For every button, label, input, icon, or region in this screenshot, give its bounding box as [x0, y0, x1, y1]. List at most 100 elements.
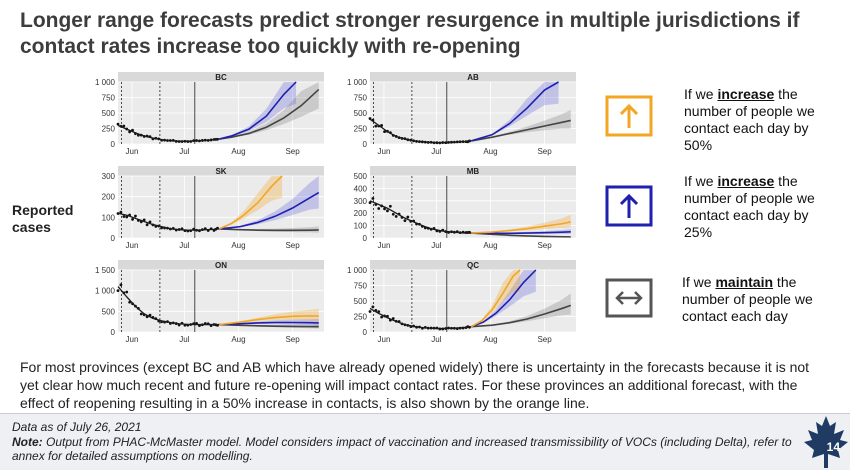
maintain-series-line: [471, 304, 572, 328]
model-note: Note: Output from PHAC-McMaster model. M…: [12, 435, 802, 463]
x-tick-label: Sep: [285, 147, 300, 156]
y-tick-label: 300: [354, 197, 368, 206]
explanation-text: For most provinces (except BC and AB whi…: [20, 359, 810, 411]
page-title: Longer range forecasts predict stronger …: [20, 9, 800, 58]
legend-text-post: the number of people we contact each day…: [684, 173, 815, 240]
observed-case-point: [122, 215, 126, 218]
x-tick-label: Jul: [179, 241, 189, 250]
maintain-series-line: [219, 323, 319, 328]
note-text: Output from PHAC-McMaster model. Model c…: [12, 435, 792, 463]
plot-background: [118, 270, 324, 332]
y-tick-label: 1 000: [347, 78, 368, 87]
legend-text-post: the number of people we contact each day: [682, 274, 813, 324]
chart-panel-sk: SK 0 100 200 300 Jun Jul Aug Sep: [80, 166, 330, 254]
y-tick-label: 0: [111, 328, 116, 337]
maintain-series-line: [471, 119, 571, 142]
maintain-uncertainty-band: [219, 82, 319, 140]
increase50-uncertainty-band: [219, 176, 283, 229]
y-tick-label: 250: [354, 313, 368, 322]
up-arrow-icon: [605, 95, 653, 137]
reported-cases-label-line2: cases: [12, 219, 51, 235]
observed-case-point: [119, 283, 123, 287]
facet-title: QC: [467, 261, 479, 270]
chart-on: ON 0 500 1 000 1 500 Jun Jul Aug Sep: [95, 260, 324, 344]
x-tick-label: Aug: [483, 335, 497, 344]
maple-leaf-icon: [804, 416, 848, 468]
x-tick-label: Jul: [179, 147, 189, 156]
x-tick-label: Sep: [285, 335, 300, 344]
legend-text-bold: increase: [717, 86, 775, 102]
legend-text-post: the number of people we contact each day…: [684, 86, 815, 153]
x-tick-label: Aug: [231, 335, 245, 344]
maintain-series-line: [471, 232, 571, 238]
reported-cases-label: Reported cases: [12, 202, 73, 236]
x-tick-label: Aug: [483, 241, 497, 250]
facet-title: SK: [215, 167, 226, 176]
observed-case-point: [391, 317, 395, 320]
x-tick-label: Sep: [537, 241, 552, 250]
observed-case-point: [406, 215, 410, 219]
facet-strip: [118, 72, 324, 82]
chart-sk: SK 0 100 200 300 Jun Jul Aug Sep: [102, 166, 324, 250]
observed-case-point: [125, 215, 129, 219]
chart-panel-on: ON 0 500 1 000 1 500 Jun Jul Aug Sep: [80, 260, 330, 348]
y-tick-label: 750: [102, 94, 116, 103]
legend-text-pre: If we: [684, 86, 718, 102]
facet-strip: [370, 72, 576, 82]
increase25-series-line: [471, 81, 559, 142]
observed-case-point: [134, 214, 137, 218]
legend-icon-increase-25: [605, 185, 653, 232]
increase50-series-line: [471, 221, 571, 234]
x-tick-label: Sep: [285, 241, 300, 250]
facet-strip: [370, 260, 576, 270]
observed-case-point: [122, 124, 126, 128]
observed-case-point: [377, 207, 381, 210]
observed-case-point: [394, 215, 398, 218]
increase25-series-line: [219, 321, 319, 326]
increase50-uncertainty-band: [219, 308, 319, 325]
y-tick-label: 0: [111, 140, 116, 149]
increase25-series-line: [471, 231, 571, 235]
x-tick-label: Jun: [378, 147, 391, 156]
observed-series-line: [369, 200, 472, 234]
observed-case-point: [383, 207, 386, 211]
chart-ab: AB 0 250 500 750 1 000 Jun Jul Aug Sep: [347, 72, 576, 156]
chart-bc: BC 0 250 500 750 1 000 Jun Jul Aug Sep: [95, 72, 324, 156]
y-tick-label: 0: [363, 328, 368, 337]
y-tick-label: 400: [354, 184, 368, 193]
observed-case-point: [380, 124, 384, 127]
footer: Data as of July 26, 2021 Note: Output fr…: [0, 413, 850, 470]
y-tick-label: 750: [354, 94, 368, 103]
plot-background: [370, 176, 576, 238]
y-tick-label: 1 000: [347, 266, 368, 275]
facet-strip: [118, 166, 324, 176]
legend-text-maintain: If we maintain the number of people we c…: [682, 274, 832, 325]
y-tick-label: 500: [354, 172, 368, 181]
x-tick-label: Aug: [231, 241, 245, 250]
chart-panel-bc: BC 0 250 500 750 1 000 Jun Jul Aug Sep: [80, 72, 330, 160]
x-tick-label: Jun: [126, 147, 139, 156]
legend-text-pre: If we: [682, 274, 716, 290]
observed-series-line: [369, 118, 472, 144]
maintain-series-line: [219, 88, 320, 140]
y-tick-label: 300: [102, 172, 116, 181]
y-tick-label: 1 500: [95, 266, 116, 275]
observed-case-point: [371, 305, 375, 309]
increase25-series-line: [470, 269, 537, 328]
facet-strip: [118, 260, 324, 270]
observed-case-point: [119, 210, 123, 214]
observed-series-line: [369, 307, 472, 330]
observed-case-point: [391, 212, 395, 216]
y-tick-label: 100: [354, 222, 368, 231]
x-tick-label: Jun: [126, 335, 139, 344]
x-tick-label: Jul: [431, 147, 441, 156]
observed-case-point: [368, 310, 372, 313]
x-tick-label: Aug: [231, 147, 245, 156]
increase25-series-line: [219, 81, 297, 140]
x-tick-label: Sep: [537, 147, 552, 156]
observed-case-point: [371, 197, 375, 200]
legend-text-bold: maintain: [715, 274, 774, 290]
y-tick-label: 200: [102, 193, 116, 202]
y-tick-label: 0: [111, 234, 116, 243]
y-tick-label: 0: [363, 140, 368, 149]
